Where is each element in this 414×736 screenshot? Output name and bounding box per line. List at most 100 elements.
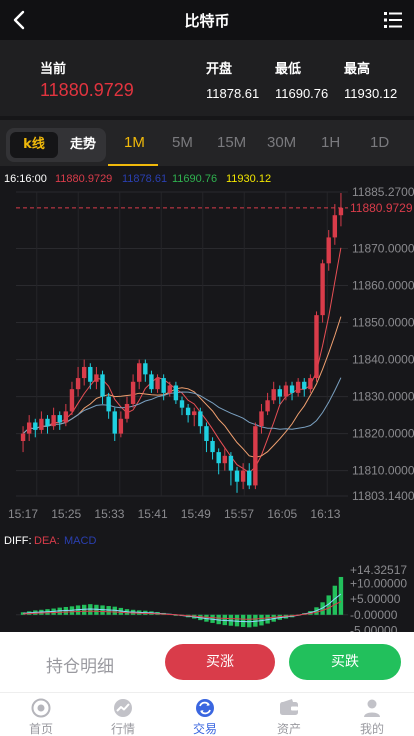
open-price-label: 开盘: [206, 62, 233, 77]
macd-tick-label: +5.00000: [350, 592, 401, 606]
chart-info-high: 11930.12: [226, 173, 271, 185]
price-tick-label: 11840.0000: [352, 353, 414, 367]
tabbar-item-assets[interactable]: 资产: [249, 693, 329, 736]
chart-tabs: k线 走势 1M 5M 15M 30M 1H 1D: [0, 116, 414, 166]
ma20-line: [22, 377, 342, 434]
tabbar-item-trade[interactable]: 交易: [165, 693, 245, 736]
user-icon: [364, 699, 380, 717]
wallet-icon: [280, 699, 298, 715]
position-details-link[interactable]: 持仓明细: [46, 657, 114, 677]
tabbar-label-market: 行情: [110, 722, 135, 736]
page-title: 比特币: [184, 12, 230, 30]
list-menu-icon[interactable]: [382, 9, 404, 31]
active-interval-indicator: [108, 164, 158, 166]
current-price-tag: 11880.9729: [350, 201, 413, 215]
home-icon: [31, 698, 51, 718]
price-tick-label: 11885.2700: [352, 185, 414, 199]
tabbar-label-me: 我的: [359, 722, 384, 736]
candle-body: [222, 455, 227, 464]
macd-tick-label: -0.00000: [350, 608, 398, 622]
macd-bar: [240, 614, 246, 627]
candle-body: [332, 215, 338, 238]
back-arrow-icon[interactable]: [8, 8, 32, 32]
macd-bar: [326, 595, 331, 615]
candle-body: [69, 389, 75, 412]
price-summary: 当前 11880.9729 开盘 11878.61 最低 11690.76 最高…: [0, 40, 414, 116]
candle-body: [124, 403, 130, 419]
interval-5m[interactable]: 5M: [172, 134, 193, 151]
tabbar-item-market[interactable]: 行情: [83, 693, 163, 736]
buy-fall-button[interactable]: 买跌: [289, 644, 401, 680]
time-tick-label: 15:17: [8, 507, 38, 521]
tabbar-label-trade: 交易: [192, 722, 217, 736]
candle-body: [185, 407, 191, 416]
price-tick-label: 11810.0000: [352, 464, 414, 478]
macd-macd-label: MACD: [64, 535, 96, 547]
time-tick-label: 15:41: [138, 507, 168, 521]
price-tick-label: 11850.0000: [352, 316, 414, 330]
tabbar-item-me[interactable]: 我的: [332, 693, 412, 736]
price-tick-label: 11860.0000: [352, 279, 414, 293]
candle-body: [57, 415, 62, 423]
candle-body: [130, 381, 136, 404]
tabbar-item-home[interactable]: 首页: [1, 693, 81, 736]
interval-15m[interactable]: 15M: [217, 134, 247, 151]
tabbar-label-home: 首页: [28, 722, 53, 736]
candle-body: [253, 426, 258, 486]
candle-body: [228, 455, 234, 471]
time-tick-label: 15:25: [51, 507, 81, 521]
tab-kline[interactable]: k线: [10, 132, 58, 158]
candle-body: [167, 385, 172, 393]
tab-trend[interactable]: 走势: [69, 137, 96, 152]
candle-body: [149, 374, 154, 390]
chart-info-close: 11880.9729: [55, 173, 112, 185]
tabbar-label-assets: 资产: [276, 722, 301, 736]
interval-30m[interactable]: 30M: [267, 134, 297, 151]
macd-bar: [228, 614, 234, 626]
chart-info-low: 11690.76: [172, 173, 217, 185]
candle-body: [143, 363, 148, 375]
candle-body: [198, 411, 203, 427]
high-price-label: 最高: [344, 62, 371, 77]
price-tick-label: 11803.1400: [352, 489, 414, 503]
kline-chart[interactable]: 16:16:00 11880.9729 11878.61 11690.76 11930.…: [0, 166, 414, 632]
candle-body: [33, 422, 38, 430]
trade-actions: 持仓明细 买涨 买跌: [0, 632, 414, 692]
macd-bar: [20, 612, 26, 615]
candle-body: [26, 422, 32, 434]
macd-tick-label: -5.00000: [350, 623, 398, 632]
interval-1d[interactable]: 1D: [370, 134, 390, 151]
candle-body: [295, 381, 301, 393]
time-tick-label: 15:33: [94, 507, 124, 521]
candle-body: [161, 378, 166, 393]
open-price: 开盘 11878.61: [206, 58, 259, 101]
candle-body: [247, 470, 252, 486]
macd-bar: [222, 614, 227, 626]
macd-diff-label: DIFF:: [4, 535, 32, 547]
macd-bar: [75, 605, 81, 615]
macd-bar: [332, 585, 338, 615]
macd-dea-line: [23, 601, 342, 620]
kline-chart-svg[interactable]: 16:16:00 11880.9729 11878.61 11690.76 11930.…: [0, 166, 414, 632]
candle-body: [112, 411, 117, 434]
interval-1m[interactable]: 1M: [124, 134, 145, 151]
candle-body: [63, 411, 69, 423]
candle-body: [39, 418, 44, 430]
interval-1h[interactable]: 1H: [321, 134, 341, 151]
price-tick-label: 11870.0000: [352, 242, 414, 256]
time-tick-label: 15:57: [224, 507, 254, 521]
buy-rise-button[interactable]: 买涨: [165, 644, 275, 680]
macd-bar: [253, 614, 258, 627]
macd-tick-label: +14.32517: [350, 563, 407, 577]
macd-bar: [234, 614, 240, 627]
chart-info-open: 11878.61: [122, 173, 167, 185]
top-nav-bar: 比特币: [0, 0, 414, 40]
macd-tick-label: +10.00000: [350, 577, 407, 591]
bottom-tab-bar: 首页 行情 交易 资产 我的: [0, 692, 414, 736]
candle-body: [45, 418, 50, 427]
macd-bar: [247, 614, 252, 628]
candle-body: [155, 378, 160, 390]
macd-bar: [216, 614, 221, 625]
candle-body: [100, 374, 105, 397]
candle-body: [210, 440, 215, 453]
